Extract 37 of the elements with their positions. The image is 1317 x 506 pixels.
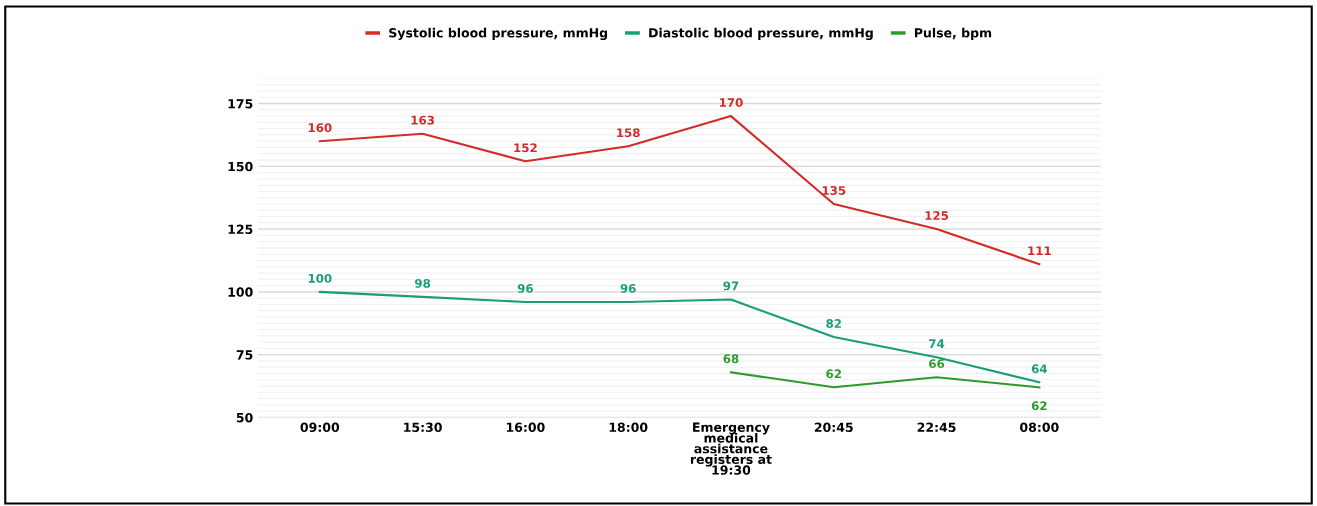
data-label: 96 — [620, 283, 636, 293]
data-label: 158 — [617, 128, 640, 138]
data-label: 135 — [822, 185, 846, 195]
y-tick-label: 50 — [236, 412, 253, 423]
y-tick-label: 150 — [228, 161, 253, 172]
data-label: 64 — [1031, 364, 1048, 374]
legend-label: Systolic blood pressure, mmHg — [389, 27, 608, 41]
x-tick-label: 08:00 — [1020, 422, 1059, 432]
data-label: 96 — [517, 283, 533, 293]
data-label: 62 — [826, 369, 841, 379]
legend-label: Diastolic blood pressure, mmHg — [649, 27, 873, 41]
x-tick-label: 16:00 — [506, 422, 545, 432]
x-tick-label: 22:45 — [917, 422, 956, 432]
data-label: 170 — [719, 98, 743, 108]
data-label: 160 — [308, 123, 332, 133]
x-tick-label: 09:00 — [300, 422, 340, 432]
data-label: 98 — [414, 278, 431, 288]
data-label: 97 — [723, 281, 739, 291]
data-label: 111 — [1028, 246, 1051, 256]
data-label: 74 — [929, 339, 945, 348]
y-tick-label: 175 — [228, 99, 253, 109]
legend-label: Pulse, bpm — [914, 27, 992, 40]
data-label: 100 — [308, 273, 332, 283]
data-label: 125 — [925, 211, 949, 221]
data-label: 152 — [514, 143, 537, 153]
x-tick-label: Emergency medical assistance registers at 19:30 — [690, 422, 772, 475]
x-tick-label: 20:45 — [814, 422, 853, 432]
data-label: 163 — [411, 115, 434, 125]
y-tick-label: 125 — [228, 224, 253, 235]
y-tick-label: 100 — [228, 287, 253, 297]
y-tick-label: 75 — [236, 350, 253, 360]
data-label: 62 — [1031, 401, 1047, 411]
data-label: 82 — [826, 319, 841, 329]
x-tick-label: 15:30 — [404, 422, 442, 432]
data-label: 68 — [723, 354, 739, 364]
data-label: 66 — [929, 359, 945, 369]
x-tick-label: 18:00 — [609, 422, 648, 432]
